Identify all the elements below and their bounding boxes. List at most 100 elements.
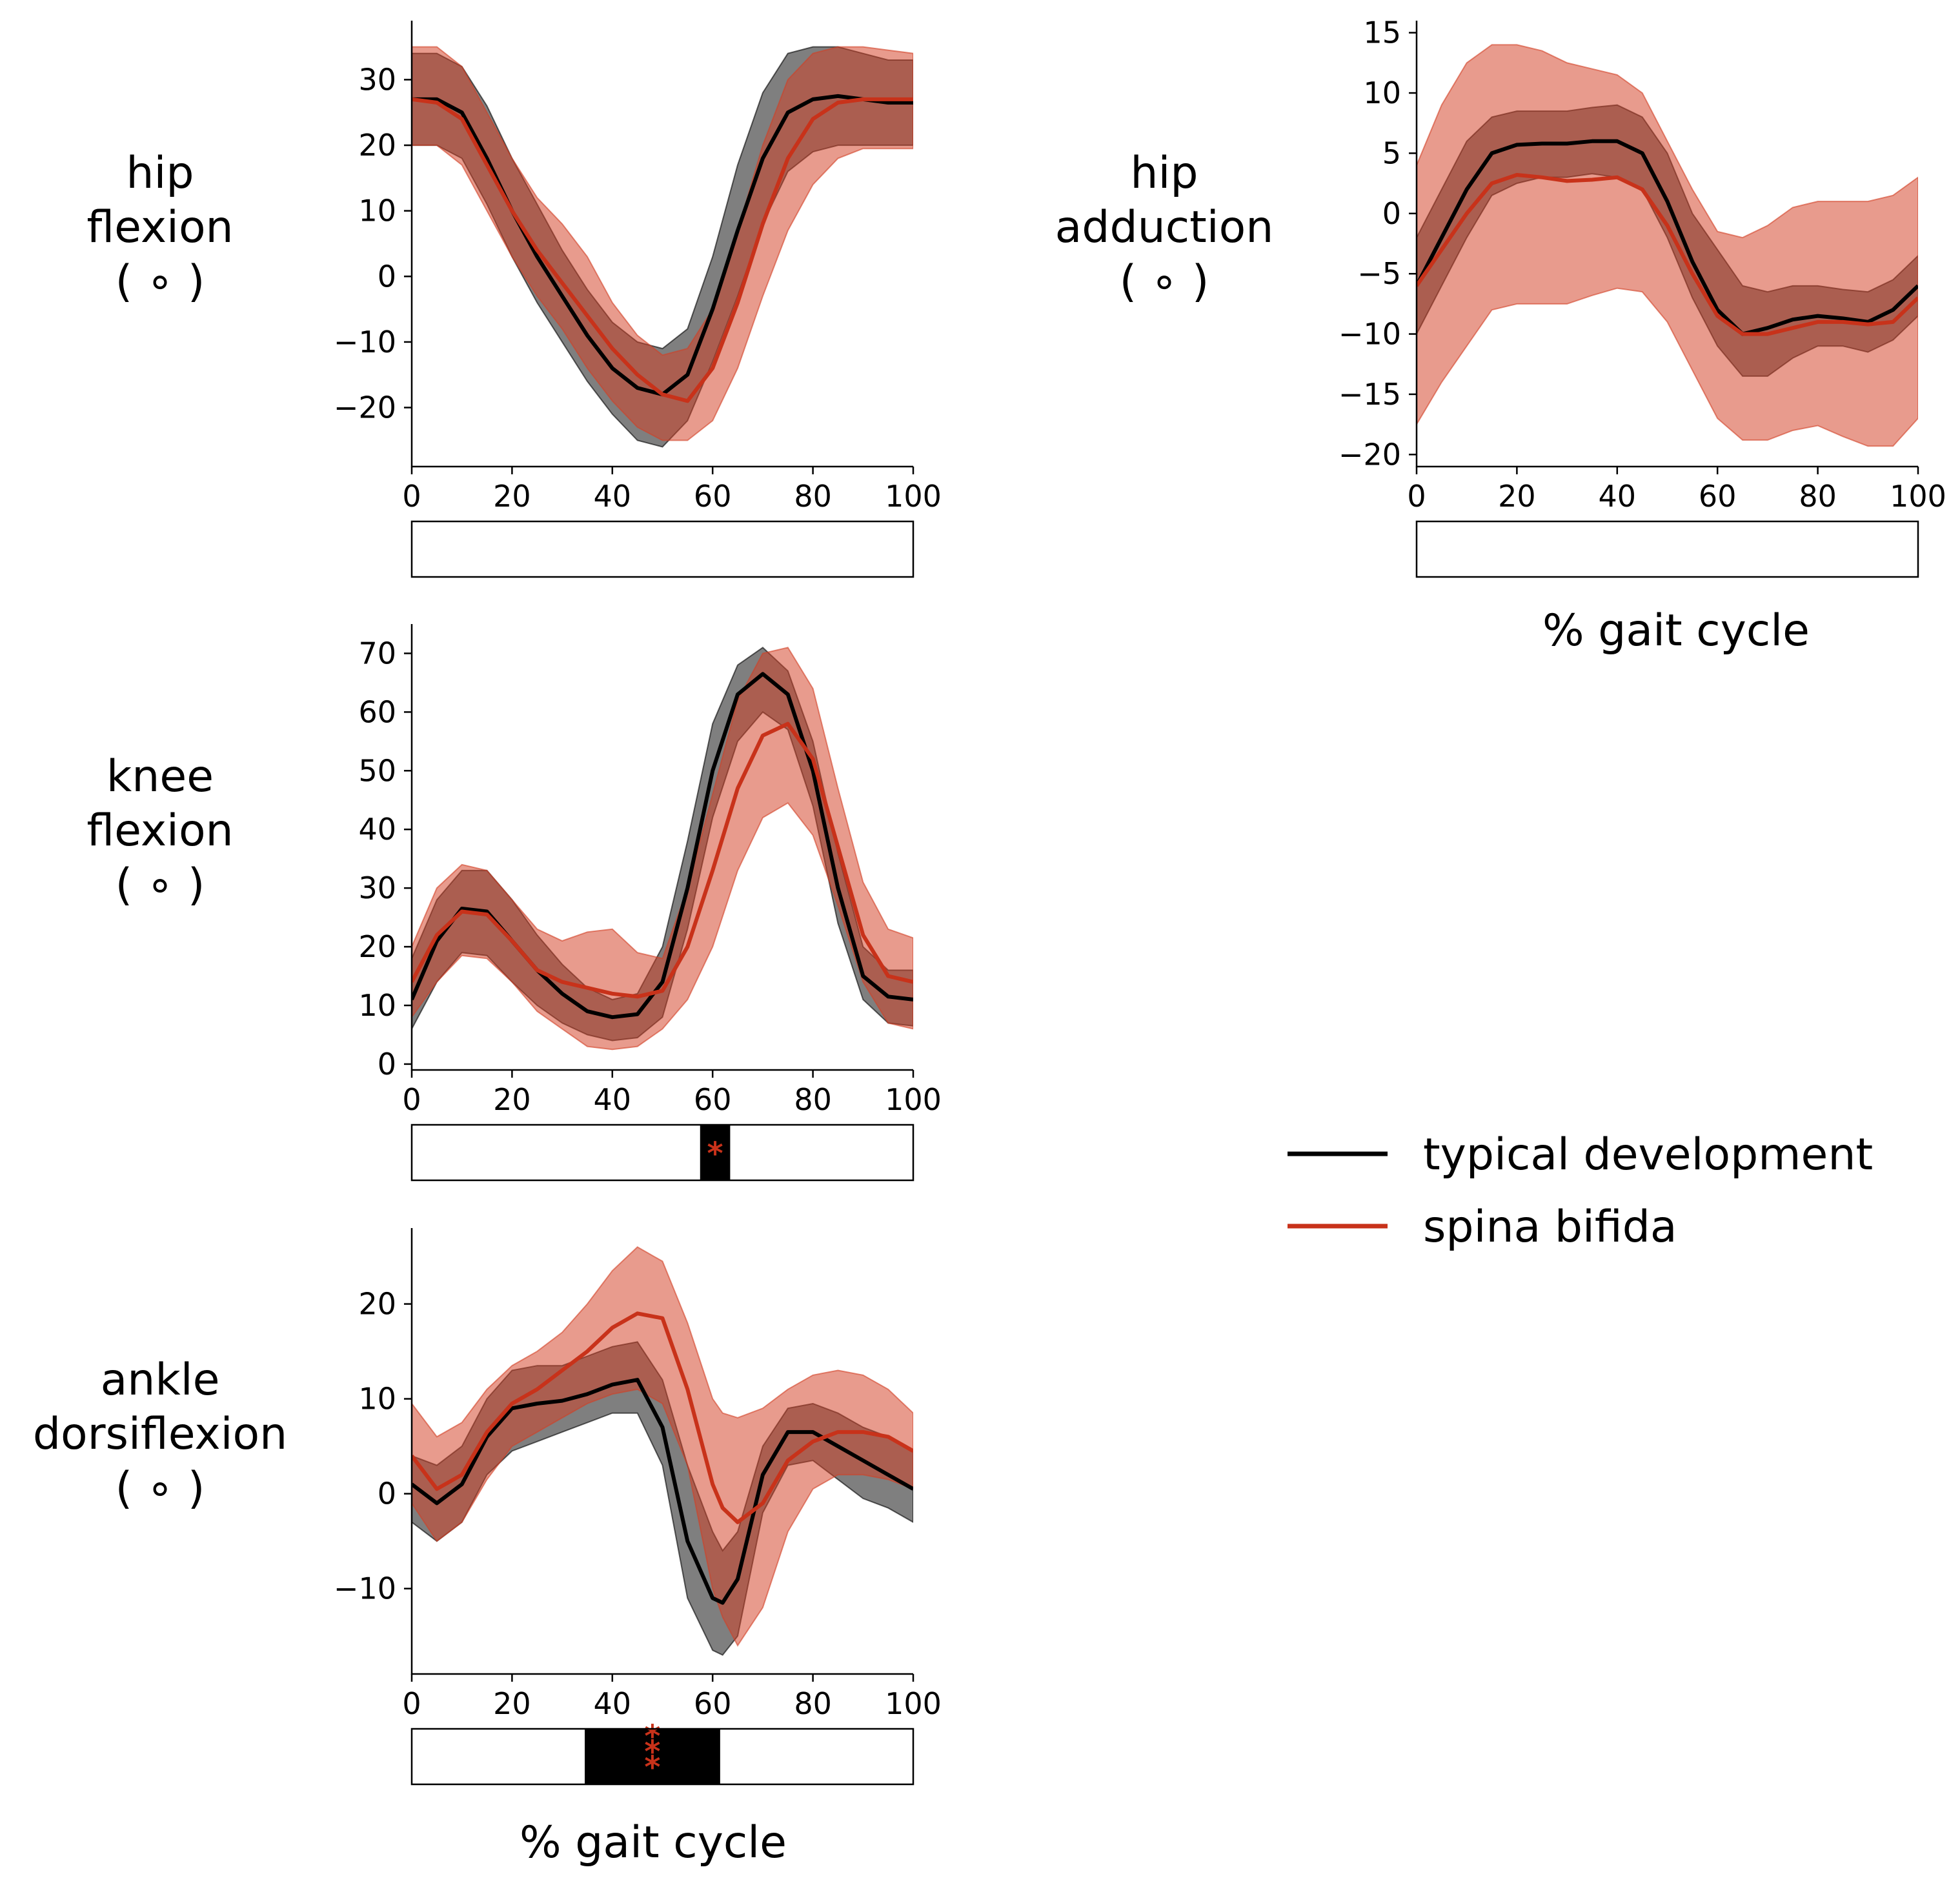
x-axis-label-right: % gait cycle — [1542, 605, 1810, 656]
x-tick-label: 80 — [794, 1082, 832, 1117]
x-tick-label: 20 — [493, 1686, 531, 1721]
y-tick-label: 0 — [378, 259, 396, 294]
plot-area-knee-flexion — [412, 647, 913, 1051]
x-tick-label: 60 — [694, 1082, 732, 1117]
y-axis-label-line: dorsiflexion — [33, 1409, 287, 1460]
y-tick-label: 20 — [358, 1287, 396, 1322]
y-tick-label: 40 — [358, 812, 396, 847]
y-tick-label: 10 — [358, 1382, 396, 1416]
y-tick-label: −20 — [1339, 437, 1401, 472]
plot-area-hip-flexion — [412, 46, 913, 448]
x-tick-label: 100 — [885, 1082, 942, 1117]
significance-strip-ankle-dorsiflexion: *** — [410, 1719, 914, 1786]
y-tick-label: −15 — [1339, 377, 1401, 412]
y-tick-label: −20 — [334, 390, 396, 425]
panel-knee-flexion: 0 20 40 60 80 100 0 10 20 30 40 50 60 70 knee flexion( … — [86, 624, 942, 1182]
y-tick-label: 0 — [1382, 196, 1401, 231]
y-tick-label: 10 — [358, 194, 396, 228]
y-tick-label: −10 — [334, 325, 396, 359]
x-tick-label: 0 — [402, 1082, 421, 1117]
y-tick-label: 20 — [358, 929, 396, 964]
y-tick-label: 20 — [358, 128, 396, 163]
x-tick-label: 40 — [594, 1686, 632, 1721]
significance-star: * — [644, 1719, 660, 1755]
mean-line-spina-bifida — [412, 1311, 913, 1524]
significance-bar — [700, 1125, 731, 1180]
significance-strip-frame — [410, 1728, 914, 1786]
y-tick-label: −10 — [1339, 317, 1401, 352]
x-tick-label: 20 — [493, 479, 531, 514]
x-tick-label: 60 — [694, 1686, 732, 1721]
y-axis-label-hip-flexion: hip flexion( ∘ ) — [86, 148, 233, 307]
band-spina-bifida — [412, 647, 913, 1051]
band-spina-bifida — [412, 46, 913, 441]
x-tick-label: 60 — [1699, 479, 1737, 514]
mean-line-spina-bifida — [412, 721, 913, 999]
panel-hip-adduction: 0 20 40 60 80 100 −20 −15 −10 −5 0 5 10 15 hip adductio… — [1055, 15, 1946, 578]
band-spina-bifida — [412, 1246, 913, 1647]
significance-strip-knee-flexion: * — [410, 1124, 914, 1182]
x-tick-label: 100 — [885, 479, 942, 514]
mean-line-typical-development — [412, 1378, 913, 1605]
significance-strip-frame — [1415, 520, 1919, 578]
y-tick-label: 0 — [378, 1047, 396, 1082]
y-axis-label-line: adduction — [1055, 202, 1274, 253]
significance-star: * — [707, 1136, 723, 1172]
plot-area-hip-adduction — [1417, 44, 1918, 447]
legend: typical development spina bifida — [1288, 1129, 1873, 1253]
y-tick-label: 70 — [358, 636, 396, 670]
y-tick-label: −5 — [1357, 256, 1401, 291]
panel-hip-flexion: 0 20 40 60 80 100 −20 −10 0 10 20 30 hip flexion( ∘ ) — [86, 21, 942, 578]
y-axis-label-line: ( ∘ ) — [116, 860, 205, 911]
mean-line-typical-development — [1417, 139, 1918, 336]
x-tick-label: 40 — [594, 479, 632, 514]
significance-star: * — [644, 1749, 660, 1786]
x-tick-label: 0 — [402, 479, 421, 514]
y-axis-label-hip-adduction: hip adduction( ∘ ) — [1055, 148, 1274, 307]
y-tick-label: 50 — [358, 753, 396, 788]
mean-line-spina-bifida — [1417, 173, 1918, 336]
x-tick-label: 0 — [402, 1686, 421, 1721]
y-axis-label-line: flexion — [86, 805, 233, 856]
plot-area-ankle-dorsiflexion — [412, 1246, 913, 1656]
x-tick-label: 60 — [694, 479, 732, 514]
x-tick-label: 0 — [1407, 479, 1426, 514]
y-axis-label-line: hip — [126, 148, 194, 199]
y-axis-label-knee-flexion: knee flexion( ∘ ) — [86, 751, 233, 911]
x-tick-label: 100 — [885, 1686, 942, 1721]
y-axis-label-line: hip — [1130, 148, 1198, 199]
x-tick-label: 80 — [1799, 479, 1837, 514]
y-axis-label-ankle-dorsiflexion: ankle dorsiflexion( ∘ ) — [33, 1355, 287, 1514]
y-tick-label: −10 — [334, 1571, 396, 1606]
x-tick-label: 20 — [493, 1082, 531, 1117]
y-axis-label-line: ankle — [101, 1355, 220, 1406]
y-tick-label: 15 — [1363, 15, 1401, 50]
y-axis-label-line: ( ∘ ) — [116, 256, 205, 307]
significance-bar — [585, 1729, 720, 1784]
y-tick-label: 30 — [358, 62, 396, 97]
significance-strip-hip-adduction — [1415, 520, 1919, 578]
x-tick-label: 20 — [1498, 479, 1536, 514]
x-tick-label: 80 — [794, 1686, 832, 1721]
significance-strip-hip-flexion — [410, 520, 914, 578]
y-axis-label-line: flexion — [86, 202, 233, 253]
x-tick-label: 40 — [594, 1082, 632, 1117]
y-axis-label-line: knee — [106, 751, 214, 802]
panel-ankle-dorsiflexion: 0 20 40 60 80 100 −10 0 10 20 ankle dorsiflexion( ∘… — [33, 1228, 942, 1786]
y-axis-label-line: ( ∘ ) — [1120, 256, 1209, 307]
y-tick-label: 10 — [1363, 76, 1401, 110]
legend-label-typical-development: typical development — [1423, 1129, 1873, 1180]
significance-strip-frame — [410, 1124, 914, 1182]
y-tick-label: 5 — [1382, 136, 1401, 170]
mean-line-spina-bifida — [412, 97, 913, 403]
significance-star: * — [644, 1734, 660, 1770]
y-tick-label: 10 — [358, 988, 396, 1023]
legend-label-spina-bifida: spina bifida — [1423, 1202, 1677, 1253]
band-spina-bifida — [1417, 44, 1918, 447]
x-tick-label: 40 — [1599, 479, 1637, 514]
x-tick-label: 80 — [794, 479, 832, 514]
significance-strip-frame — [410, 520, 914, 578]
y-tick-label: 30 — [358, 871, 396, 905]
